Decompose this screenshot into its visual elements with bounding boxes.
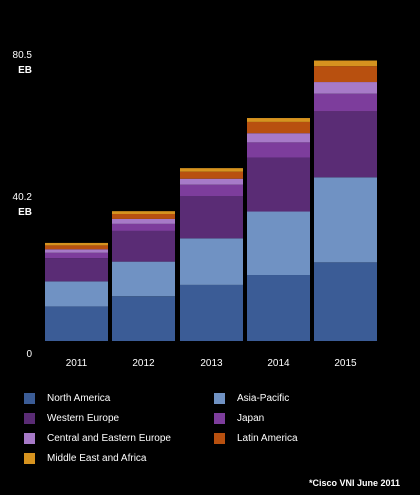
bar-segment-north-america-2012 (112, 296, 175, 341)
bar-segment-central-and-eastern-europe-2015 (314, 82, 377, 94)
legend-label: Central and Eastern Europe (47, 432, 171, 444)
stacked-bar-chart: 80.5 EB 40.2 EB 0 2011 2012 2013 2014 2015 (13, 50, 377, 369)
source-footnote: *Cisco VNI June 2011 (308, 478, 400, 488)
bar-segment-central-and-eastern-europe-2011 (45, 249, 108, 253)
bar-segment-latin-america-2015 (314, 66, 377, 83)
bar-segment-north-america-2014 (247, 275, 310, 341)
y-tick-unit: EB (18, 65, 32, 76)
x-tick-label: 2011 (66, 358, 88, 369)
legend-swatch (24, 392, 35, 404)
bar-segment-latin-america-2011 (45, 245, 108, 250)
x-tick-label: 2014 (267, 358, 290, 369)
bar-segment-western-europe-2011 (45, 258, 108, 282)
bar-segment-middle-east-and-africa-2013 (180, 168, 243, 172)
bar-segment-western-europe-2012 (112, 230, 175, 262)
y-tick-label: 0 (26, 349, 32, 360)
legend-item: Asia-Pacific (214, 390, 404, 406)
legend-label: Western Europe (47, 412, 120, 424)
bar-segment-central-and-eastern-europe-2014 (247, 133, 310, 143)
x-tick-label: 2013 (200, 358, 223, 369)
bar-segment-western-europe-2014 (247, 157, 310, 212)
bar-segment-japan-2015 (314, 93, 377, 112)
y-tick-label: 80.5 (13, 50, 33, 61)
bar-segment-middle-east-and-africa-2015 (314, 60, 377, 67)
bar-segment-central-and-eastern-europe-2013 (180, 178, 243, 185)
legend-label: Japan (237, 412, 265, 424)
legend-item: North America (24, 390, 214, 406)
legend-swatch (214, 412, 225, 424)
bar-segment-north-america-2011 (45, 306, 108, 341)
legend-label: North America (47, 392, 111, 404)
bar-segment-asia-pacific-2015 (314, 177, 377, 263)
legend-item: Latin America (214, 430, 404, 446)
chart-legend: North America Asia-Pacific Western Europe J… (24, 390, 404, 466)
y-tick-unit: EB (18, 207, 32, 218)
bar-segment-japan-2012 (112, 223, 175, 231)
bar-segment-north-america-2015 (314, 262, 377, 341)
legend-label: Latin America (237, 432, 298, 444)
bar-segment-asia-pacific-2013 (180, 238, 243, 285)
bar-segment-western-europe-2013 (180, 196, 243, 239)
legend-item: Middle East and Africa (24, 450, 214, 466)
bar-segment-north-america-2013 (180, 284, 243, 341)
legend-label: Middle East and Africa (47, 452, 147, 464)
bar-segment-central-and-eastern-europe-2012 (112, 218, 175, 224)
legend-swatch (24, 432, 35, 444)
bar-segment-asia-pacific-2014 (247, 211, 310, 276)
bar-segment-asia-pacific-2012 (112, 261, 175, 297)
bar-segment-latin-america-2012 (112, 213, 175, 219)
bar-segment-asia-pacific-2011 (45, 281, 108, 307)
x-tick-label: 2015 (334, 358, 357, 369)
legend-swatch (214, 432, 225, 444)
y-tick-label: 40.2 (13, 192, 33, 203)
bar-segment-middle-east-and-africa-2012 (112, 211, 175, 214)
legend-swatch (24, 452, 35, 464)
bar-segment-japan-2013 (180, 184, 243, 197)
legend-item: Japan (214, 410, 404, 426)
legend-label: Asia-Pacific (237, 392, 290, 404)
bar-segment-japan-2014 (247, 142, 310, 158)
legend-swatch (24, 412, 35, 424)
bar-segment-latin-america-2014 (247, 121, 310, 134)
bar-segment-latin-america-2013 (180, 171, 243, 179)
bar-segment-japan-2011 (45, 252, 108, 259)
bar-segment-middle-east-and-africa-2011 (45, 242, 108, 246)
legend-swatch (214, 392, 225, 404)
bar-segment-middle-east-and-africa-2014 (247, 118, 310, 122)
legend-item: Western Europe (24, 410, 214, 426)
bar-segment-western-europe-2015 (314, 111, 377, 178)
legend-empty-cell (214, 450, 404, 466)
x-tick-label: 2012 (132, 358, 155, 369)
legend-item: Central and Eastern Europe (24, 430, 214, 446)
